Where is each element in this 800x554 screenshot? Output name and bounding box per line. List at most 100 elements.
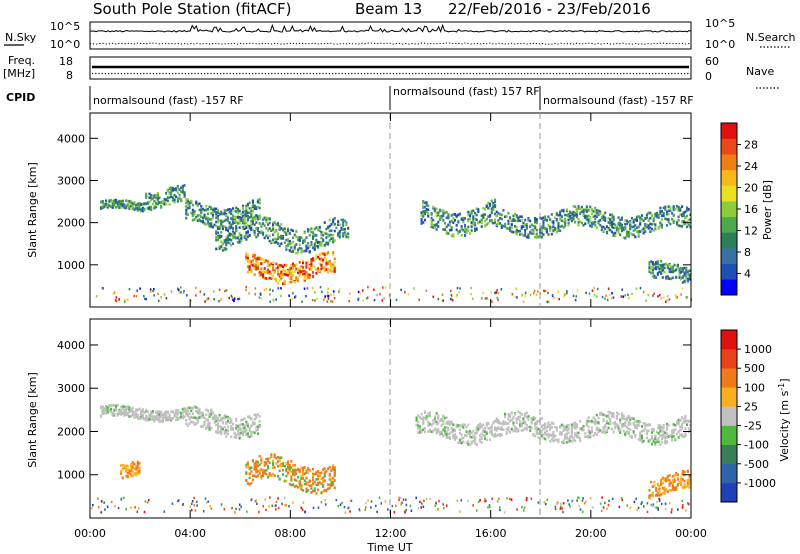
echo-cell: [472, 222, 475, 226]
echo-cell: [126, 413, 129, 417]
echo-cell: [126, 412, 129, 415]
echo-cell: [520, 422, 523, 426]
echo-cell: [113, 412, 116, 416]
echo-cell: [292, 471, 295, 474]
echo-cell: [255, 416, 258, 419]
echo-cell: [293, 246, 296, 249]
noise-cell: [321, 290, 323, 293]
noise-cell: [425, 289, 428, 292]
echo-cell: [297, 475, 300, 479]
echo-cell: [243, 224, 246, 227]
echo-cell: [555, 426, 558, 429]
echo-cell: [681, 486, 684, 489]
echo-cell: [320, 241, 323, 244]
echo-cell: [241, 426, 244, 430]
echo-cell: [308, 484, 311, 488]
noise-cell: [455, 295, 458, 298]
echo-cell: [283, 464, 286, 468]
echo-cell: [323, 231, 326, 235]
echo-cell: [512, 230, 515, 234]
echo-cell: [657, 424, 660, 427]
echo-cell: [225, 243, 228, 247]
echo-cell: [658, 270, 661, 274]
echo-cell: [572, 422, 575, 425]
echo-cell: [635, 423, 638, 427]
noise-cell: [212, 290, 215, 293]
noise-cell: [373, 299, 376, 302]
echo-cell: [688, 479, 691, 482]
echo-cell: [133, 416, 136, 419]
echo-cell: [215, 430, 218, 434]
echo-cell: [417, 414, 420, 417]
echo-cell: [549, 426, 552, 430]
echo-cell: [195, 416, 198, 420]
echo-cell: [677, 224, 680, 227]
echo-cell: [590, 208, 593, 212]
echo-cell: [600, 225, 603, 229]
echo-cell: [256, 229, 259, 233]
echo-cell: [675, 275, 678, 279]
echo-cell: [138, 202, 141, 205]
echo-cell: [550, 220, 553, 224]
echo-cell: [524, 422, 527, 425]
echo-cell: [423, 218, 426, 222]
echo-cell: [667, 209, 670, 212]
echo-cell: [507, 211, 510, 215]
echo-cell: [635, 230, 638, 233]
echo-cell: [245, 212, 248, 216]
echo-cell: [238, 219, 241, 222]
echo-cell: [116, 403, 119, 407]
echo-cell: [233, 435, 236, 439]
colorbar-swatch: [721, 263, 737, 280]
echo-cell: [442, 422, 445, 425]
noise-cell: [120, 496, 123, 500]
echo-cell: [250, 260, 253, 263]
echo-cell: [303, 277, 306, 281]
nsearch-tick-bottom: 10^0: [705, 38, 735, 51]
echo-cell: [135, 207, 138, 210]
echo-cell: [153, 194, 156, 197]
echo-cell: [101, 411, 104, 415]
echo-cell: [615, 411, 618, 415]
echo-cell: [161, 202, 164, 205]
noise-cell: [375, 504, 377, 508]
noise-cell: [347, 506, 350, 509]
noise-cell: [288, 505, 290, 508]
echo-cell: [470, 431, 473, 435]
velocity-colorbar-label-text: Velocity [m s: [778, 390, 791, 461]
echo-cell: [632, 218, 635, 222]
echo-cell: [181, 411, 184, 414]
noise-cell: [191, 500, 194, 503]
colorbar-tick-label: 20: [744, 182, 758, 195]
echo-cell: [619, 223, 622, 226]
echo-cell: [236, 236, 239, 240]
noise-cell: [658, 294, 661, 297]
echo-cell: [435, 412, 438, 415]
echo-cell: [307, 471, 310, 474]
echo-cell: [327, 483, 330, 486]
echo-cell: [288, 464, 291, 467]
noise-cell: [658, 499, 661, 503]
echo-cell: [420, 214, 423, 217]
echo-cell: [644, 226, 647, 230]
noise-cell: [636, 508, 638, 511]
echo-cell: [655, 276, 658, 279]
echo-cell: [297, 486, 300, 489]
echo-cell: [235, 229, 238, 233]
echo-cell: [255, 206, 258, 209]
echo-cell: [251, 201, 254, 204]
noise-cell: [650, 503, 653, 507]
echo-cell: [121, 203, 124, 207]
echo-cell: [210, 222, 213, 225]
echo-cell: [589, 434, 592, 437]
echo-cell: [243, 417, 246, 420]
echo-cell: [293, 478, 296, 481]
colorbar-tick-label: 24: [744, 160, 758, 173]
echo-cell: [509, 415, 512, 418]
echo-cell: [634, 433, 637, 437]
echo-cell: [642, 439, 645, 443]
noise-cell: [268, 505, 270, 508]
echo-cell: [469, 429, 472, 433]
echo-cell: [253, 256, 256, 260]
echo-cell: [435, 429, 438, 433]
